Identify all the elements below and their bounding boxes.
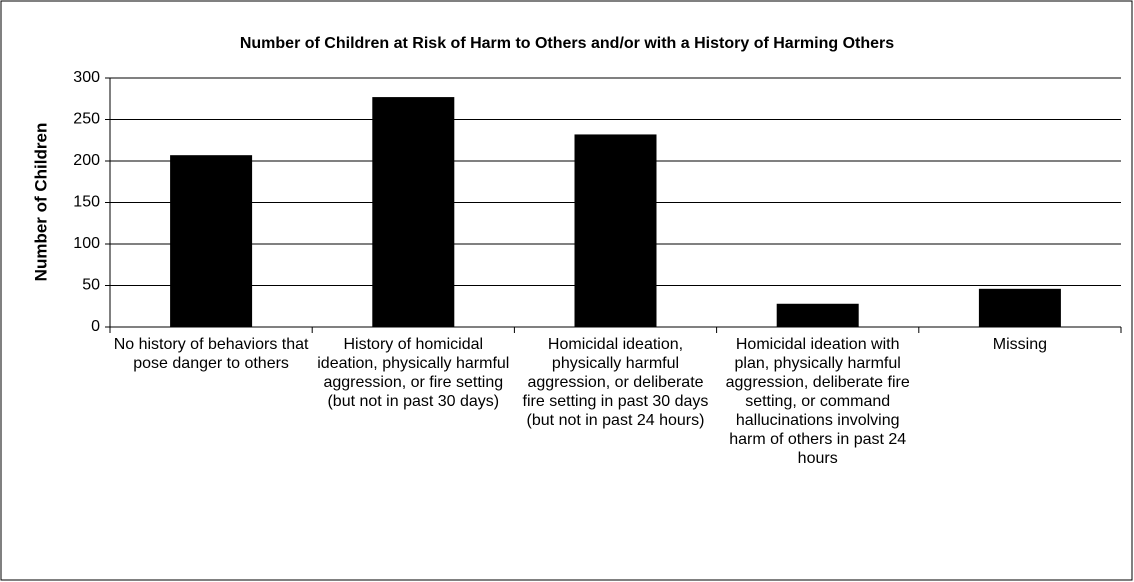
y-tick-label: 300 <box>73 69 100 86</box>
x-tick-label: History of homicidal ideation, physicall… <box>317 336 510 410</box>
y-axis-label: Number of Children <box>31 123 50 282</box>
x-tick-label: Homicidal ideation with plan, physically… <box>725 336 910 467</box>
x-tick-label: Homicidal ideation, physically harmful a… <box>522 336 709 429</box>
y-tick-label: 250 <box>73 111 100 128</box>
y-tick-label: 200 <box>73 152 100 169</box>
y-tick-label: 100 <box>73 235 100 252</box>
bar <box>574 134 657 327</box>
y-tick-label: 50 <box>82 277 100 294</box>
x-tick-label: No history of behaviors that pose danger… <box>113 336 309 372</box>
bar <box>776 303 859 327</box>
bar <box>978 288 1061 327</box>
bar <box>170 155 253 327</box>
x-tick-label: Missing <box>992 336 1047 353</box>
y-tick-label: 150 <box>73 194 100 211</box>
chart-title: Number of Children at Risk of Harm to Ot… <box>240 35 894 52</box>
y-tick-label: 0 <box>91 318 100 335</box>
bar <box>372 97 455 327</box>
